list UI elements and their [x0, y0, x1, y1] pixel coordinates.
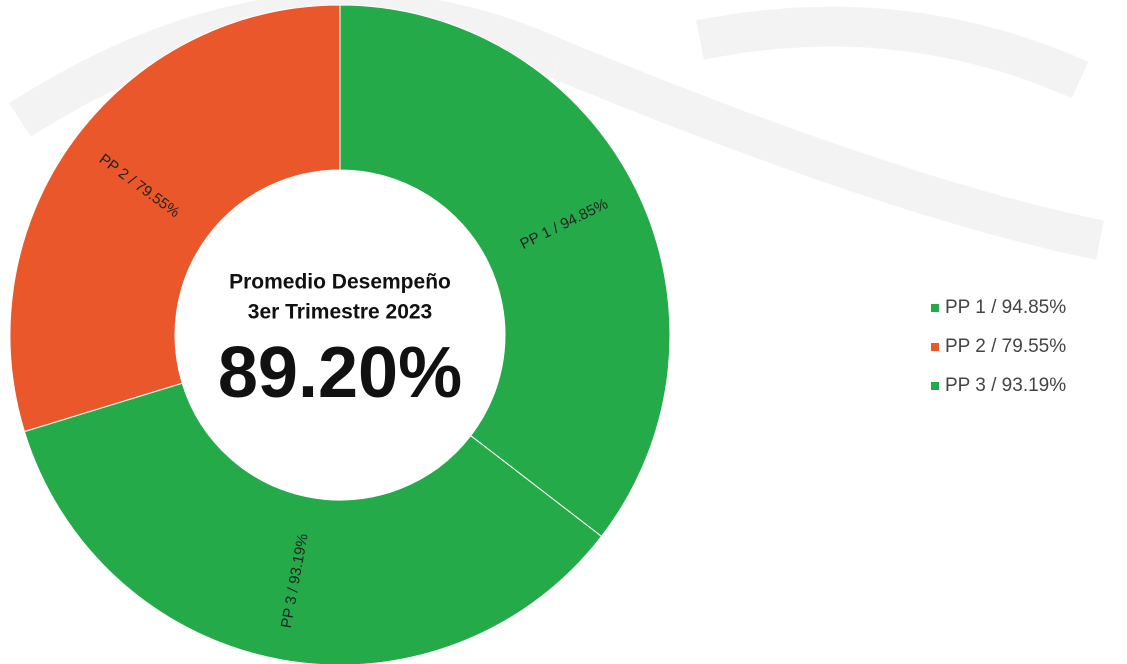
- legend-label: PP 3 / 93.19%: [945, 375, 1066, 396]
- center-subtitle: 3er Trimestre 2023: [248, 301, 432, 324]
- legend-swatch: [931, 382, 939, 390]
- legend-label: PP 1 / 94.85%: [945, 297, 1066, 318]
- center-value: 89.20%: [218, 333, 462, 413]
- legend-swatch: [931, 343, 939, 351]
- watermark-curve: [552, 41, 1104, 260]
- center-title: Promedio Desempeño: [229, 271, 451, 294]
- slice: [339, 4, 671, 538]
- legend-label: PP 2 / 79.55%: [945, 336, 1066, 357]
- watermark-curve: [696, 6, 1089, 99]
- slices: [9, 4, 671, 664]
- slice: [9, 4, 341, 433]
- legend-swatch: [931, 304, 939, 312]
- slice: [23, 382, 603, 664]
